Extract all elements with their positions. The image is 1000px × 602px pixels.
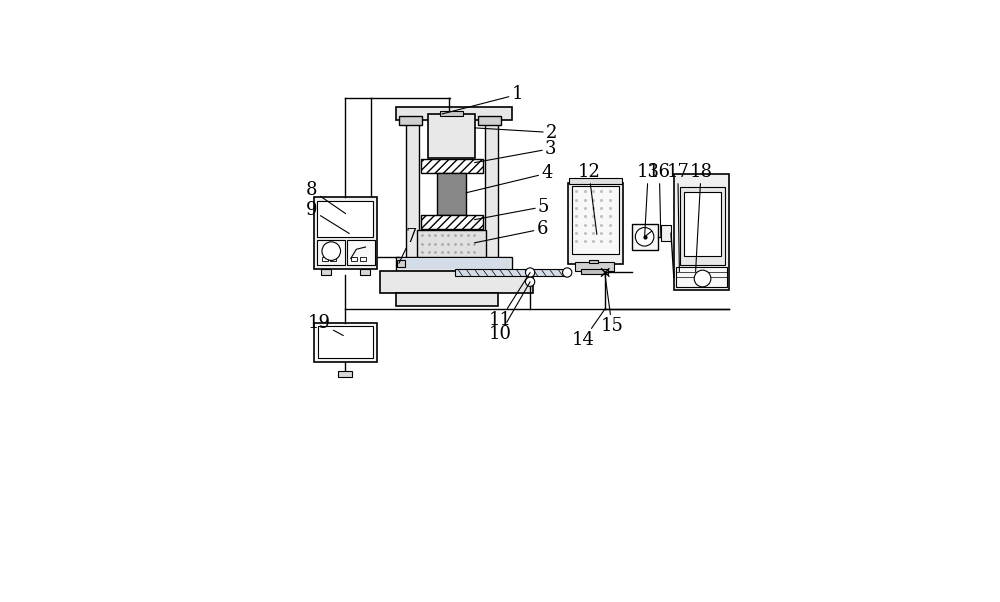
Bar — [421, 215, 483, 229]
Text: 4: 4 — [466, 164, 553, 193]
Text: 5: 5 — [474, 197, 549, 220]
Bar — [317, 240, 345, 265]
Bar — [437, 173, 466, 215]
Bar — [676, 267, 727, 287]
Bar — [396, 107, 512, 120]
Text: 13: 13 — [637, 163, 660, 237]
Bar — [661, 225, 671, 241]
Text: 14: 14 — [572, 309, 605, 349]
Bar — [314, 197, 377, 269]
Bar — [330, 257, 336, 261]
Bar — [440, 111, 463, 116]
Text: 1: 1 — [442, 85, 523, 114]
Text: 3: 3 — [474, 140, 556, 163]
Text: 11: 11 — [488, 273, 530, 329]
Bar — [396, 256, 512, 271]
Text: 2: 2 — [474, 123, 557, 141]
Circle shape — [563, 268, 572, 277]
Circle shape — [694, 270, 711, 287]
Bar — [455, 268, 568, 276]
Bar — [314, 323, 377, 362]
Bar — [575, 262, 614, 271]
Bar — [569, 178, 622, 184]
Bar — [589, 259, 598, 263]
Text: 9: 9 — [306, 202, 349, 234]
Circle shape — [322, 242, 341, 261]
Bar — [338, 371, 352, 377]
Circle shape — [635, 228, 654, 246]
Text: 7: 7 — [399, 228, 417, 263]
Text: 6: 6 — [474, 220, 548, 243]
Text: 12: 12 — [577, 163, 600, 234]
Bar — [485, 116, 498, 283]
Text: 15: 15 — [601, 276, 623, 335]
Bar — [347, 240, 375, 265]
Bar — [421, 160, 483, 173]
Bar — [396, 293, 498, 306]
Bar — [318, 326, 373, 358]
Bar — [478, 116, 501, 125]
Bar — [406, 116, 419, 283]
Bar — [360, 257, 366, 261]
Bar — [360, 269, 370, 275]
Circle shape — [525, 268, 535, 277]
Bar — [399, 116, 422, 125]
Bar — [397, 261, 405, 267]
Bar — [632, 225, 658, 250]
Bar — [351, 257, 357, 261]
Text: 17: 17 — [666, 163, 689, 272]
Bar — [674, 174, 729, 290]
Bar — [581, 269, 608, 274]
Bar — [417, 230, 486, 258]
Text: 16: 16 — [648, 163, 671, 237]
Bar — [428, 114, 475, 158]
Bar — [572, 186, 619, 255]
Text: 10: 10 — [488, 282, 530, 343]
Bar — [684, 192, 721, 256]
Bar — [568, 182, 623, 264]
Text: 8: 8 — [306, 181, 346, 214]
Bar — [317, 201, 373, 237]
Text: 19: 19 — [308, 314, 343, 335]
Circle shape — [525, 277, 535, 287]
Text: 18: 18 — [690, 163, 713, 272]
Bar — [322, 257, 328, 261]
Bar — [321, 269, 331, 275]
Bar — [397, 258, 510, 269]
Bar — [380, 271, 533, 293]
Bar — [680, 187, 725, 265]
